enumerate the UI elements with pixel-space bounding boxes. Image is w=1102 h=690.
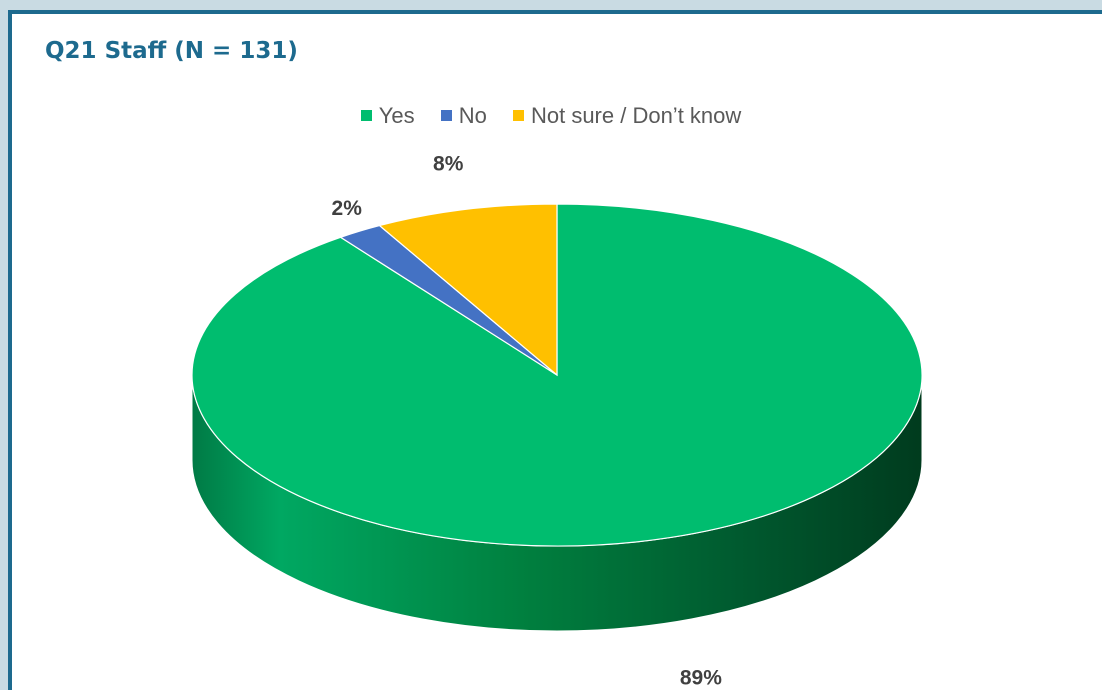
legend-item-yes: Yes: [360, 103, 415, 129]
chart-title: Q21 Staff (N = 131): [45, 38, 298, 64]
legend-label-no: No: [458, 103, 487, 128]
legend-swatch-yes: [360, 110, 372, 121]
data-label-not-sure-don-t-know: 8%: [433, 152, 464, 175]
legend-label-yes: Yes: [378, 103, 415, 128]
pie-slice-not-sure-don-t-know: [378, 203, 558, 377]
legend-label-not-sure: Not sure / Don’t know: [530, 103, 742, 128]
data-label-yes: 89%: [680, 667, 722, 690]
chart-legend: Yes No Not sure / Don’t know: [0, 103, 1102, 129]
legend-swatch-no: [440, 110, 452, 121]
data-label-no: 2%: [332, 197, 363, 220]
legend-item-no: No: [440, 103, 487, 129]
legend-item-not-sure: Not sure / Don’t know: [512, 103, 742, 129]
legend-swatch-not-sure: [512, 110, 524, 121]
pie-top-layer: [191, 203, 923, 547]
data-label-layer: 89% 2% 8%: [332, 152, 723, 689]
